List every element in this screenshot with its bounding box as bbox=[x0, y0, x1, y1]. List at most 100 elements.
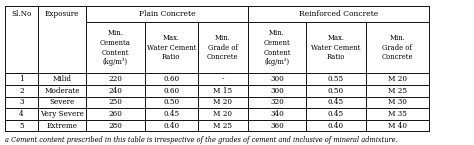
Text: Extreme: Extreme bbox=[46, 122, 78, 130]
Bar bbox=[248, 73, 306, 85]
Bar bbox=[38, 97, 86, 108]
Bar bbox=[86, 6, 248, 22]
Bar bbox=[5, 85, 38, 97]
Bar bbox=[366, 120, 429, 132]
Bar bbox=[145, 97, 198, 108]
Text: 300: 300 bbox=[270, 75, 284, 83]
Text: 260: 260 bbox=[109, 110, 122, 118]
Text: 0.40: 0.40 bbox=[328, 122, 344, 130]
Bar bbox=[306, 73, 366, 85]
Text: a Cement content prescribed in this table is irrespective of the grades of cemen: a Cement content prescribed in this tabl… bbox=[5, 136, 397, 144]
Bar bbox=[86, 73, 145, 85]
Text: 3: 3 bbox=[19, 98, 24, 106]
Text: 300: 300 bbox=[270, 87, 284, 95]
Bar bbox=[145, 73, 198, 85]
Text: Max.
Water Cement
Ratio: Max. Water Cement Ratio bbox=[146, 34, 196, 61]
Bar bbox=[5, 73, 38, 85]
Text: M 30: M 30 bbox=[388, 98, 407, 106]
Bar bbox=[145, 85, 198, 97]
Text: Min.
Grade of
Concrete: Min. Grade of Concrete bbox=[207, 34, 238, 61]
Text: 0.50: 0.50 bbox=[163, 98, 179, 106]
Bar bbox=[198, 22, 248, 73]
Text: Min.
Grade of
Concrete: Min. Grade of Concrete bbox=[382, 34, 413, 61]
Text: 2: 2 bbox=[19, 87, 24, 95]
Bar bbox=[198, 97, 248, 108]
Bar bbox=[366, 85, 429, 97]
Bar bbox=[5, 6, 38, 73]
Bar bbox=[86, 85, 145, 97]
Text: 280: 280 bbox=[109, 122, 122, 130]
Text: M 25: M 25 bbox=[388, 87, 407, 95]
Bar bbox=[198, 120, 248, 132]
Text: 250: 250 bbox=[109, 98, 122, 106]
Bar bbox=[248, 6, 429, 22]
Bar bbox=[248, 85, 306, 97]
Text: 0.60: 0.60 bbox=[163, 87, 179, 95]
Bar bbox=[248, 108, 306, 120]
Bar bbox=[86, 22, 145, 73]
Text: -: - bbox=[221, 75, 224, 83]
Bar bbox=[145, 120, 198, 132]
Text: M 20: M 20 bbox=[213, 110, 232, 118]
Text: Moderate: Moderate bbox=[45, 87, 80, 95]
Text: 1: 1 bbox=[19, 75, 24, 83]
Bar bbox=[145, 22, 198, 73]
Bar bbox=[366, 97, 429, 108]
Text: 360: 360 bbox=[270, 122, 284, 130]
Text: 0.45: 0.45 bbox=[163, 110, 179, 118]
Bar bbox=[198, 85, 248, 97]
Bar bbox=[306, 108, 366, 120]
Text: 320: 320 bbox=[270, 98, 284, 106]
Bar bbox=[38, 73, 86, 85]
Bar bbox=[38, 6, 86, 73]
Text: 4: 4 bbox=[19, 110, 24, 118]
Bar bbox=[306, 22, 366, 73]
Bar bbox=[248, 22, 306, 73]
Text: M 15: M 15 bbox=[213, 87, 232, 95]
Text: 0.55: 0.55 bbox=[328, 75, 344, 83]
Text: M 20: M 20 bbox=[388, 75, 407, 83]
Text: 0.50: 0.50 bbox=[328, 87, 344, 95]
Text: 0.40: 0.40 bbox=[163, 122, 179, 130]
Bar bbox=[248, 97, 306, 108]
Text: Reinforced Concrete: Reinforced Concrete bbox=[299, 10, 378, 18]
Bar bbox=[38, 120, 86, 132]
Text: M 25: M 25 bbox=[213, 122, 232, 130]
Bar bbox=[86, 120, 145, 132]
Text: Exposure: Exposure bbox=[45, 10, 79, 18]
Text: Min.
Cementa
Content
(kg/m³): Min. Cementa Content (kg/m³) bbox=[100, 29, 131, 66]
Bar bbox=[366, 73, 429, 85]
Text: 340: 340 bbox=[270, 110, 284, 118]
Bar bbox=[38, 85, 86, 97]
Bar bbox=[306, 120, 366, 132]
Bar bbox=[198, 108, 248, 120]
Bar bbox=[306, 97, 366, 108]
Text: Sl.No: Sl.No bbox=[11, 10, 32, 18]
Bar bbox=[5, 6, 429, 132]
Text: Min.
Cement
Content
(kg/m³): Min. Cement Content (kg/m³) bbox=[263, 29, 291, 66]
Text: M 20: M 20 bbox=[213, 98, 232, 106]
Bar bbox=[366, 108, 429, 120]
Text: Milid: Milid bbox=[53, 75, 72, 83]
Text: 240: 240 bbox=[109, 87, 122, 95]
Text: Plain Concrete: Plain Concrete bbox=[139, 10, 195, 18]
Bar bbox=[248, 120, 306, 132]
Text: Max.
Water Cement
Ratio: Max. Water Cement Ratio bbox=[311, 34, 361, 61]
Text: 0.45: 0.45 bbox=[328, 98, 344, 106]
Bar bbox=[198, 73, 248, 85]
Text: Severe: Severe bbox=[49, 98, 75, 106]
Text: 0.60: 0.60 bbox=[163, 75, 179, 83]
Text: 5: 5 bbox=[19, 122, 24, 130]
Text: 220: 220 bbox=[109, 75, 122, 83]
Bar bbox=[5, 97, 38, 108]
Text: M 35: M 35 bbox=[388, 110, 407, 118]
Bar bbox=[306, 85, 366, 97]
Bar bbox=[5, 120, 38, 132]
Bar bbox=[366, 22, 429, 73]
Text: M 40: M 40 bbox=[388, 122, 407, 130]
Bar bbox=[38, 108, 86, 120]
Bar bbox=[5, 108, 38, 120]
Text: 0.45: 0.45 bbox=[328, 110, 344, 118]
Text: Very Severe: Very Severe bbox=[40, 110, 84, 118]
Bar bbox=[86, 97, 145, 108]
